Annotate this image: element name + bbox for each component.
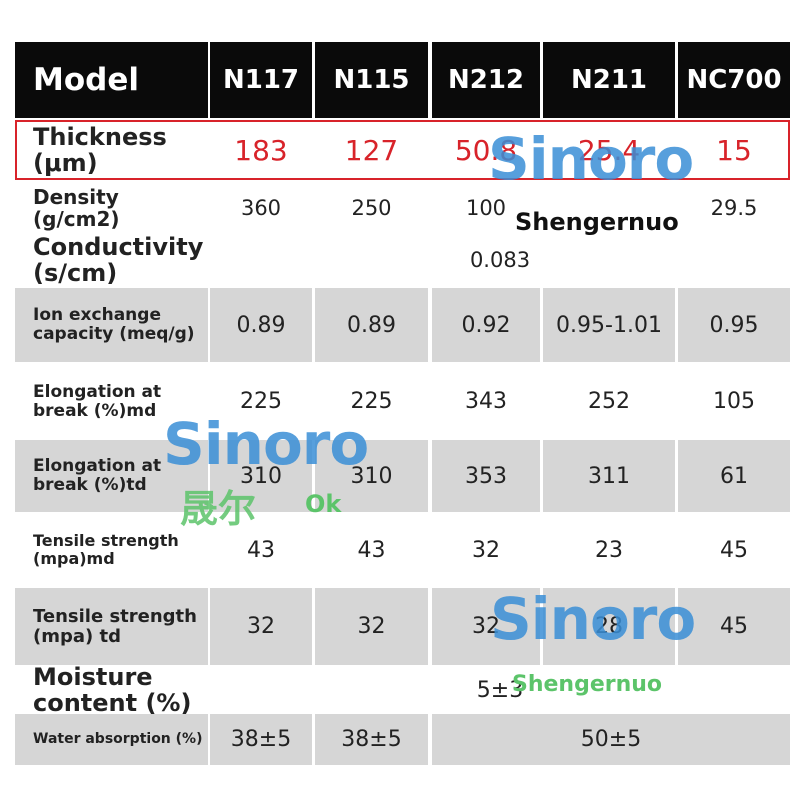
row-label: Density (g/cm2): [15, 180, 208, 235]
value-cell: 29.5: [678, 180, 790, 235]
value-cell: 28: [543, 588, 675, 665]
value-cell: 32: [432, 588, 540, 665]
row-label: Water absorption (%): [15, 714, 208, 765]
value-cell: 50.8: [432, 120, 540, 180]
value-cell: 50±5: [432, 714, 790, 765]
row-label: Conductivity (s/cm): [15, 233, 208, 286]
value-cell: 32: [315, 588, 428, 665]
value-cell: 310: [315, 440, 428, 512]
value-cell: 61: [678, 440, 790, 512]
row-label: Elongation at break (%)td: [15, 440, 208, 512]
row-label: Moisture content (%): [15, 663, 208, 716]
header-cell: Model: [15, 42, 208, 118]
value-cell: 0.92: [432, 288, 540, 362]
header-cell: NC700: [678, 42, 790, 118]
row-label: Elongation at break (%)md: [15, 365, 208, 438]
watermark-logo: Sinoro: [490, 585, 696, 653]
header-cell: N117: [210, 42, 312, 118]
value-cell: 252: [543, 365, 675, 438]
watermark-brand: Shengernuo: [512, 672, 663, 697]
value-cell: 100: [432, 180, 540, 235]
row-label: Ion exchange capacity (meq/g): [15, 288, 208, 362]
value-cell: 43: [210, 515, 312, 585]
value-cell: 0.95-1.01: [543, 288, 675, 362]
value-cell: 38±5: [315, 714, 428, 765]
value-cell: 32: [432, 515, 540, 585]
value-cell: 0.95: [678, 288, 790, 362]
value-cell: 45: [678, 588, 790, 665]
highlight-box: [15, 120, 790, 180]
watermark-logo: Sinoro: [488, 125, 694, 193]
row-label: Tensile strength (mpa)md: [15, 515, 208, 585]
value-cell: [543, 180, 675, 235]
header-cell: N212: [432, 42, 540, 118]
watermark-chinese: 晟尔: [180, 487, 257, 531]
value-cell: 23: [543, 515, 675, 585]
value-cell: 311: [543, 440, 675, 512]
value-cell: 32: [210, 588, 312, 665]
value-cell: 25.4: [543, 120, 675, 180]
value-cell: 250: [315, 180, 428, 235]
value-cell: 0.89: [315, 288, 428, 362]
value-cell: 38±5: [210, 714, 312, 765]
value-cell: 15: [678, 120, 790, 180]
value-cell: 0.89: [210, 288, 312, 362]
value-cell: 225: [210, 365, 312, 438]
row-label: Thickness (μm): [15, 120, 208, 180]
watermark-ok: Ok: [305, 490, 342, 518]
header-cell: N115: [315, 42, 428, 118]
value-cell: 360: [210, 180, 312, 235]
value-cell: 43: [315, 515, 428, 585]
watermark-brand: Shengernuo: [515, 208, 679, 236]
value-cell: 183: [210, 120, 312, 180]
watermark-logo: Sinoro: [163, 410, 369, 478]
value-cell: 127: [315, 120, 428, 180]
value-cell: 45: [678, 515, 790, 585]
value-cell: 310: [210, 440, 312, 512]
header-cell: N211: [543, 42, 675, 118]
value-cell: 353: [432, 440, 540, 512]
value-cell: 343: [432, 365, 540, 438]
value-cell: 225: [315, 365, 428, 438]
value-cell: 0.083: [210, 235, 790, 285]
value-cell: 105: [678, 365, 790, 438]
value-cell: 5±3: [210, 668, 790, 712]
row-label: Tensile strength (mpa) td: [15, 588, 208, 665]
